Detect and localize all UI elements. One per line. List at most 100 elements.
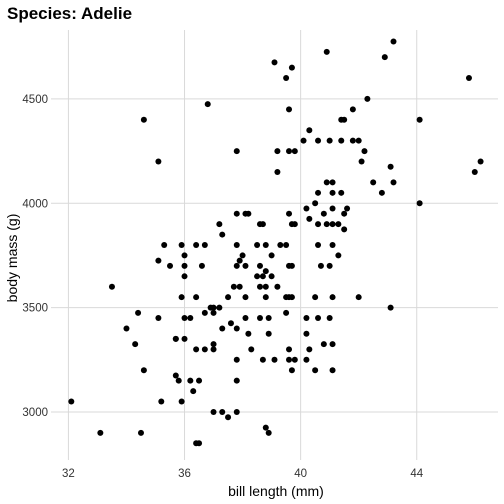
data-point (219, 408, 226, 415)
data-point (256, 315, 263, 322)
data-point (210, 309, 217, 316)
x-tick-label: 36 (178, 468, 191, 480)
y-axis-label: body mass (g) (4, 214, 20, 303)
data-point (254, 242, 261, 248)
data-point (312, 294, 319, 301)
data-point (329, 242, 336, 248)
data-point (178, 242, 185, 248)
data-point (291, 356, 298, 363)
data-point (358, 158, 365, 165)
data-point (303, 315, 310, 322)
data-point (210, 341, 217, 348)
data-point (216, 221, 223, 228)
data-point (477, 158, 484, 165)
data-point (135, 309, 142, 316)
data-point (268, 273, 275, 280)
data-point (291, 221, 298, 228)
data-point (181, 335, 188, 342)
data-point (193, 242, 200, 248)
data-point (341, 210, 348, 217)
data-point (306, 127, 313, 134)
data-point (230, 283, 237, 290)
data-point (303, 205, 310, 212)
data-point (320, 210, 327, 217)
data-point (256, 262, 263, 269)
data-point (329, 367, 336, 374)
data-point (349, 137, 356, 144)
data-point (167, 262, 174, 269)
data-point (338, 189, 345, 196)
data-point (245, 210, 252, 217)
data-point (219, 231, 226, 238)
data-point (326, 137, 333, 144)
data-point (315, 315, 322, 322)
data-point (219, 325, 226, 332)
data-point (262, 283, 269, 290)
data-point (158, 398, 165, 405)
data-point (108, 283, 115, 290)
data-points (68, 38, 484, 447)
data-point (265, 429, 272, 436)
data-point (381, 54, 388, 61)
data-point (320, 341, 327, 348)
data-point (204, 101, 211, 108)
x-tick-label: 40 (294, 468, 307, 480)
data-point (329, 189, 336, 196)
data-point (338, 137, 345, 144)
data-point (274, 283, 281, 290)
data-point (193, 294, 200, 301)
data-point (155, 257, 162, 264)
data-point (329, 179, 336, 186)
data-point (300, 137, 307, 144)
x-tick-label: 32 (62, 468, 75, 480)
data-point (242, 294, 249, 301)
y-tick-label: 4000 (22, 198, 48, 210)
data-point (201, 242, 208, 248)
data-point (233, 242, 240, 248)
data-point (137, 429, 144, 436)
data-point (303, 356, 310, 363)
data-point (242, 315, 249, 322)
data-point (323, 179, 330, 186)
data-point (187, 315, 194, 322)
data-point (190, 388, 197, 395)
data-point (315, 242, 322, 248)
data-point (178, 398, 185, 405)
data-point (198, 262, 205, 269)
data-point (323, 221, 330, 228)
data-point (225, 294, 232, 301)
data-point (236, 283, 243, 290)
x-tick-label: 44 (410, 468, 423, 480)
data-point (172, 335, 179, 342)
data-point (155, 158, 162, 165)
x-gridlines (67, 30, 418, 460)
data-point (329, 205, 336, 212)
data-point (274, 148, 281, 155)
data-point (181, 315, 188, 322)
data-point (233, 262, 240, 269)
data-point (323, 48, 330, 55)
data-point (216, 304, 223, 311)
data-point (344, 205, 351, 212)
data-point (335, 221, 342, 228)
data-point (364, 95, 371, 102)
data-point (349, 106, 356, 113)
data-point (248, 346, 255, 353)
data-point (370, 179, 377, 186)
data-point (306, 215, 313, 222)
data-point (416, 200, 423, 207)
data-point (181, 252, 188, 259)
data-point (236, 257, 243, 264)
data-point (315, 189, 322, 196)
data-point (201, 346, 208, 353)
data-point (277, 242, 284, 248)
data-point (196, 377, 203, 384)
data-point (196, 440, 203, 447)
data-point (172, 372, 179, 379)
data-point (312, 367, 319, 374)
data-point (233, 210, 240, 217)
data-point (175, 377, 182, 384)
data-point (303, 330, 310, 337)
data-point (317, 262, 324, 269)
data-point (256, 283, 263, 290)
